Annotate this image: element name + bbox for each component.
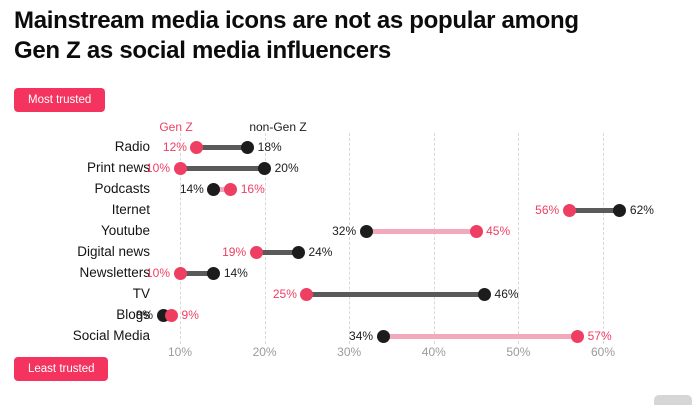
connector-line bbox=[198, 144, 246, 150]
x-tick-label: 50% bbox=[506, 345, 531, 359]
gridline bbox=[180, 133, 181, 344]
nongenz-dot bbox=[613, 203, 627, 217]
category-label: Print news bbox=[86, 160, 150, 175]
connector-line bbox=[182, 270, 212, 276]
genz-dot bbox=[173, 266, 187, 280]
connector-line bbox=[182, 165, 263, 171]
nongenz-dot bbox=[258, 161, 272, 175]
connector-line bbox=[368, 228, 475, 234]
genz-value-label: 10% bbox=[145, 161, 170, 175]
genz-dot bbox=[224, 182, 238, 196]
x-tick-label: 30% bbox=[337, 345, 362, 359]
nongenz-dot bbox=[241, 140, 255, 154]
genz-dot bbox=[571, 329, 585, 343]
nongenz-value-label: 24% bbox=[308, 245, 333, 259]
category-label: Radio bbox=[114, 139, 150, 154]
chart-title: Mainstream media icons are not as popula… bbox=[14, 6, 692, 66]
category-label: TV bbox=[132, 286, 150, 301]
gridline bbox=[518, 133, 520, 344]
nongenz-dot bbox=[207, 266, 221, 280]
genz-value-label: 45% bbox=[486, 224, 511, 238]
x-tick-label: 10% bbox=[167, 345, 193, 359]
genz-value-label: 10% bbox=[145, 266, 170, 280]
chart-title-line2: Gen Z as social media influencers bbox=[14, 37, 391, 64]
nongenz-dot bbox=[376, 329, 390, 343]
nongenz-dot bbox=[478, 287, 492, 301]
nongenz-value-label: 14% bbox=[179, 182, 204, 196]
category-label: Digital news bbox=[77, 244, 150, 259]
chart-title-line1: Mainstream media icons are not as popula… bbox=[14, 7, 579, 34]
genz-dot bbox=[190, 140, 204, 154]
nongenz-series-header: non-Gen Z bbox=[249, 120, 307, 134]
category-label: Youtube bbox=[100, 223, 150, 238]
category-label: Blogs bbox=[116, 307, 150, 322]
gridline bbox=[603, 133, 604, 344]
gridline bbox=[349, 133, 351, 344]
genz-value-label: 57% bbox=[587, 329, 612, 343]
genz-value-label: 12% bbox=[162, 140, 187, 154]
nongenz-value-label: 32% bbox=[332, 224, 357, 238]
nongenz-value-label: 18% bbox=[257, 140, 282, 154]
least-trusted-badge: Least trusted bbox=[14, 357, 109, 381]
nongenz-dot bbox=[207, 182, 221, 196]
nongenz-dot bbox=[291, 245, 305, 259]
category-label: Social Media bbox=[72, 328, 150, 343]
nongenz-value-label: 20% bbox=[274, 161, 299, 175]
category-label: Newsletters bbox=[79, 265, 150, 280]
genz-value-label: 16% bbox=[240, 182, 265, 196]
cropped-logo-fragment bbox=[654, 395, 692, 405]
connector-line bbox=[571, 207, 618, 213]
gridline bbox=[264, 133, 266, 344]
nongenz-value-label: 8% bbox=[135, 308, 154, 322]
x-tick-label: 60% bbox=[590, 345, 616, 359]
genz-dot bbox=[249, 245, 263, 259]
nongenz-value-label: 14% bbox=[223, 266, 248, 280]
nongenz-dot bbox=[359, 224, 373, 238]
genz-dot bbox=[300, 287, 314, 301]
connector-line bbox=[385, 333, 576, 339]
genz-series-header: Gen Z bbox=[159, 120, 193, 134]
nongenz-value-label: 62% bbox=[629, 203, 654, 217]
nongenz-value-label: 34% bbox=[349, 329, 374, 343]
genz-dot bbox=[562, 203, 576, 217]
genz-dot bbox=[469, 224, 483, 238]
connector-line bbox=[258, 249, 297, 255]
genz-value-label: 25% bbox=[272, 287, 297, 301]
category-label: Iternet bbox=[111, 202, 150, 217]
connector-line bbox=[215, 186, 229, 192]
genz-value-label: 9% bbox=[181, 308, 199, 322]
genz-dot bbox=[165, 308, 179, 322]
genz-value-label: 56% bbox=[535, 203, 560, 217]
nongenz-value-label: 46% bbox=[494, 287, 519, 301]
genz-value-label: 19% bbox=[222, 245, 247, 259]
gridline bbox=[433, 133, 435, 344]
x-tick-label: 20% bbox=[252, 345, 277, 359]
most-trusted-badge: Most trusted bbox=[14, 88, 106, 112]
x-tick-label: 40% bbox=[421, 345, 446, 359]
category-label: Podcasts bbox=[94, 181, 150, 196]
connector-line bbox=[308, 291, 483, 297]
genz-dot bbox=[173, 161, 187, 175]
